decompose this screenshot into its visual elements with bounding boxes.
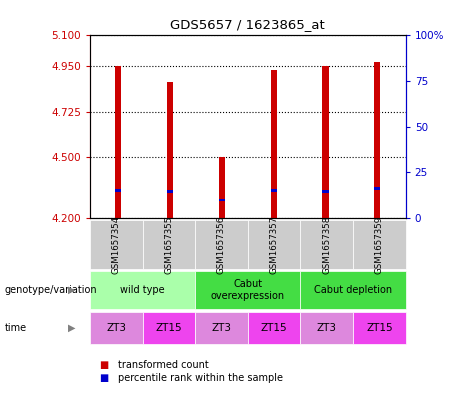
Text: time: time — [5, 323, 27, 333]
Text: genotype/variation: genotype/variation — [5, 285, 97, 295]
Bar — [115, 66, 122, 218]
Bar — [322, 66, 329, 218]
Bar — [219, 157, 225, 218]
Text: GSM1657359: GSM1657359 — [375, 216, 384, 274]
Text: percentile rank within the sample: percentile rank within the sample — [118, 373, 283, 383]
Text: transformed count: transformed count — [118, 360, 208, 370]
Text: Cabut
overexpression: Cabut overexpression — [211, 279, 285, 301]
Title: GDS5657 / 1623865_at: GDS5657 / 1623865_at — [171, 18, 325, 31]
Text: ZT15: ZT15 — [261, 323, 287, 333]
Text: ■: ■ — [99, 360, 108, 370]
Bar — [115, 189, 122, 192]
Text: ZT15: ZT15 — [366, 323, 393, 333]
Bar — [322, 190, 329, 193]
Text: GSM1657356: GSM1657356 — [217, 215, 226, 274]
Text: ZT3: ZT3 — [317, 323, 337, 333]
Bar — [374, 62, 380, 218]
Bar — [271, 70, 277, 218]
Text: Cabut depletion: Cabut depletion — [314, 285, 392, 295]
Bar — [374, 187, 380, 190]
Text: GSM1657354: GSM1657354 — [112, 215, 121, 274]
Text: ▶: ▶ — [68, 323, 75, 333]
Text: GSM1657355: GSM1657355 — [164, 215, 173, 274]
Text: ZT15: ZT15 — [155, 323, 182, 333]
Bar — [271, 189, 277, 192]
Text: wild type: wild type — [120, 285, 165, 295]
Text: ■: ■ — [99, 373, 108, 383]
Text: ZT3: ZT3 — [106, 323, 126, 333]
Bar — [167, 190, 173, 193]
Text: ▶: ▶ — [68, 285, 75, 295]
Text: GSM1657357: GSM1657357 — [270, 215, 278, 274]
Text: GSM1657358: GSM1657358 — [322, 215, 331, 274]
Text: ZT3: ZT3 — [212, 323, 231, 333]
Bar — [219, 198, 225, 201]
Bar — [167, 82, 173, 218]
